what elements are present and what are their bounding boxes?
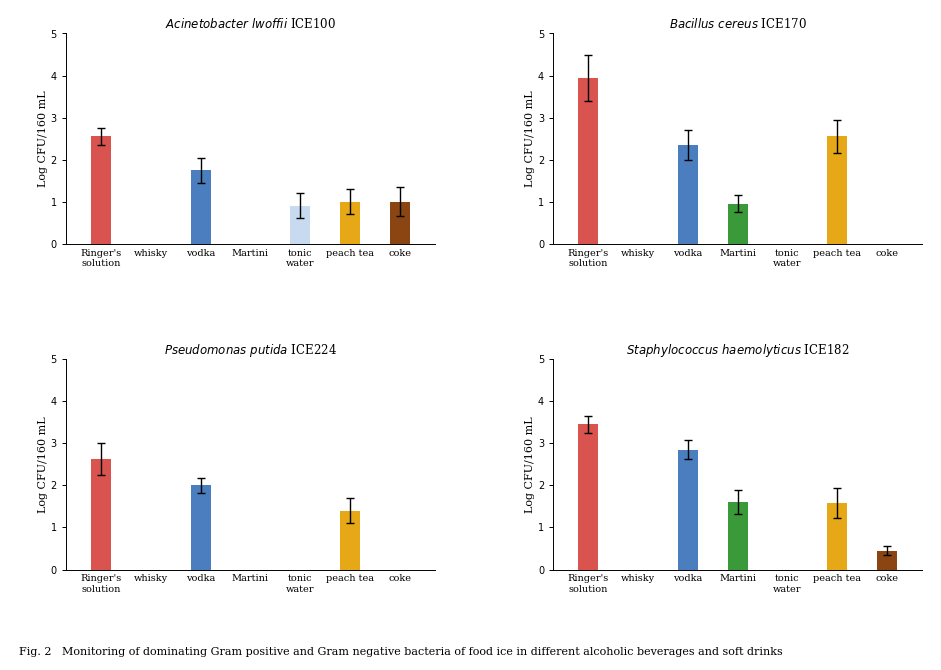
Title: $\it{Pseudomonas\ putida}$ ICE224: $\it{Pseudomonas\ putida}$ ICE224 (164, 342, 337, 358)
Y-axis label: Log CFU/160 mL: Log CFU/160 mL (525, 90, 535, 187)
Bar (341, 202, 360, 244)
Bar (191, 486, 211, 570)
Title: $\it{Acinetobacter\ lwoffii}$ ICE100: $\it{Acinetobacter\ lwoffii}$ ICE100 (165, 17, 336, 31)
Text: Fig. 2   Monitoring of dominating Gram positive and Gram negative bacteria of fo: Fig. 2 Monitoring of dominating Gram pos… (19, 647, 783, 657)
Y-axis label: Log CFU/160 mL: Log CFU/160 mL (525, 416, 535, 513)
Bar (727, 204, 747, 244)
Y-axis label: Log CFU/160 mL: Log CFU/160 mL (38, 90, 48, 187)
Bar (341, 511, 360, 570)
Bar (727, 502, 747, 570)
Y-axis label: Log CFU/160 mL: Log CFU/160 mL (38, 416, 48, 513)
Bar (391, 202, 410, 244)
Bar (191, 170, 211, 244)
Bar (877, 551, 897, 570)
Bar (827, 137, 847, 244)
Bar (91, 460, 111, 570)
Bar (827, 503, 847, 570)
Bar (678, 450, 697, 570)
Bar (291, 206, 311, 244)
Bar (578, 78, 598, 244)
Title: $\it{Bacillus\ cereus}$ ICE170: $\it{Bacillus\ cereus}$ ICE170 (669, 17, 806, 31)
Bar (678, 145, 697, 244)
Title: $\it{Staphylococcus\ haemolyticus}$ ICE182: $\it{Staphylococcus\ haemolyticus}$ ICE1… (626, 342, 850, 358)
Bar (578, 425, 598, 570)
Bar (91, 137, 111, 244)
